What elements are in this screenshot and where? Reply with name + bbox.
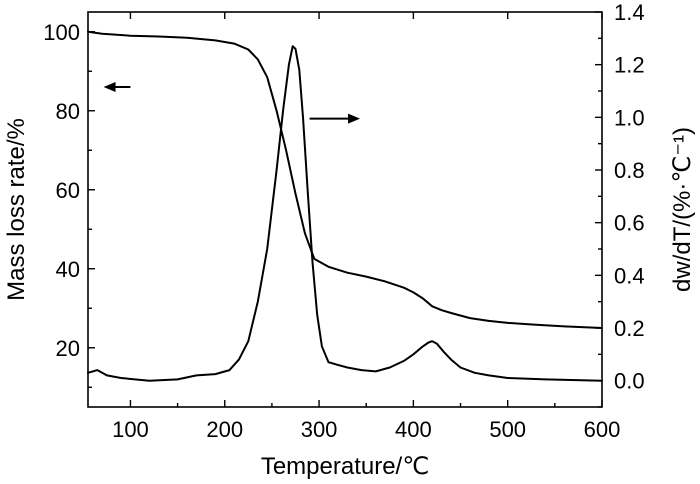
- x-axis-title: Temperature/℃: [261, 453, 429, 480]
- y-right-tick-label: 1.4: [614, 0, 645, 25]
- y-right-tick-label: 0.8: [614, 158, 645, 183]
- plot-frame: [87, 11, 603, 408]
- y-left-tick-label: 100: [43, 20, 80, 45]
- y-right-tick-label: 1.0: [614, 105, 645, 130]
- left-axis-arrow: [103, 82, 131, 93]
- y-right-tick-label: 0.2: [614, 316, 645, 341]
- data-curves: [87, 30, 603, 382]
- y-right-axis-title: dw/dT/(%·℃⁻¹): [669, 127, 696, 292]
- x-tick-label: 600: [584, 417, 621, 442]
- x-tick-label: 200: [206, 417, 243, 442]
- y-left-tick-label: 20: [56, 336, 80, 361]
- x-tick-label: 400: [395, 417, 432, 442]
- y-left-tick-label: 60: [56, 178, 80, 203]
- tg-mass-curve: [87, 30, 603, 329]
- y-left-tick-label: 40: [56, 257, 80, 282]
- y-left-tick-label: 80: [56, 99, 80, 124]
- x-tick-label: 500: [489, 417, 526, 442]
- right-axis-arrow: [309, 113, 361, 124]
- axis-indicator-arrows: [103, 82, 361, 124]
- y-right-tick-label: 0.6: [614, 211, 645, 236]
- y-left-axis-title: Mass loss rate/%: [3, 118, 30, 301]
- dtg-rate-curve: [87, 45, 603, 382]
- x-tick-label: 300: [301, 417, 338, 442]
- y-right-tick-label: 0.0: [614, 369, 645, 394]
- tick-labels: 100 200 300 400 500 600 20 40 60 80 100 0.0 0.2 0.4 0.…: [43, 0, 644, 442]
- y-right-tick-label: 0.4: [614, 263, 645, 288]
- y-right-tick-label: 1.2: [614, 53, 645, 78]
- x-tick-label: 100: [112, 417, 149, 442]
